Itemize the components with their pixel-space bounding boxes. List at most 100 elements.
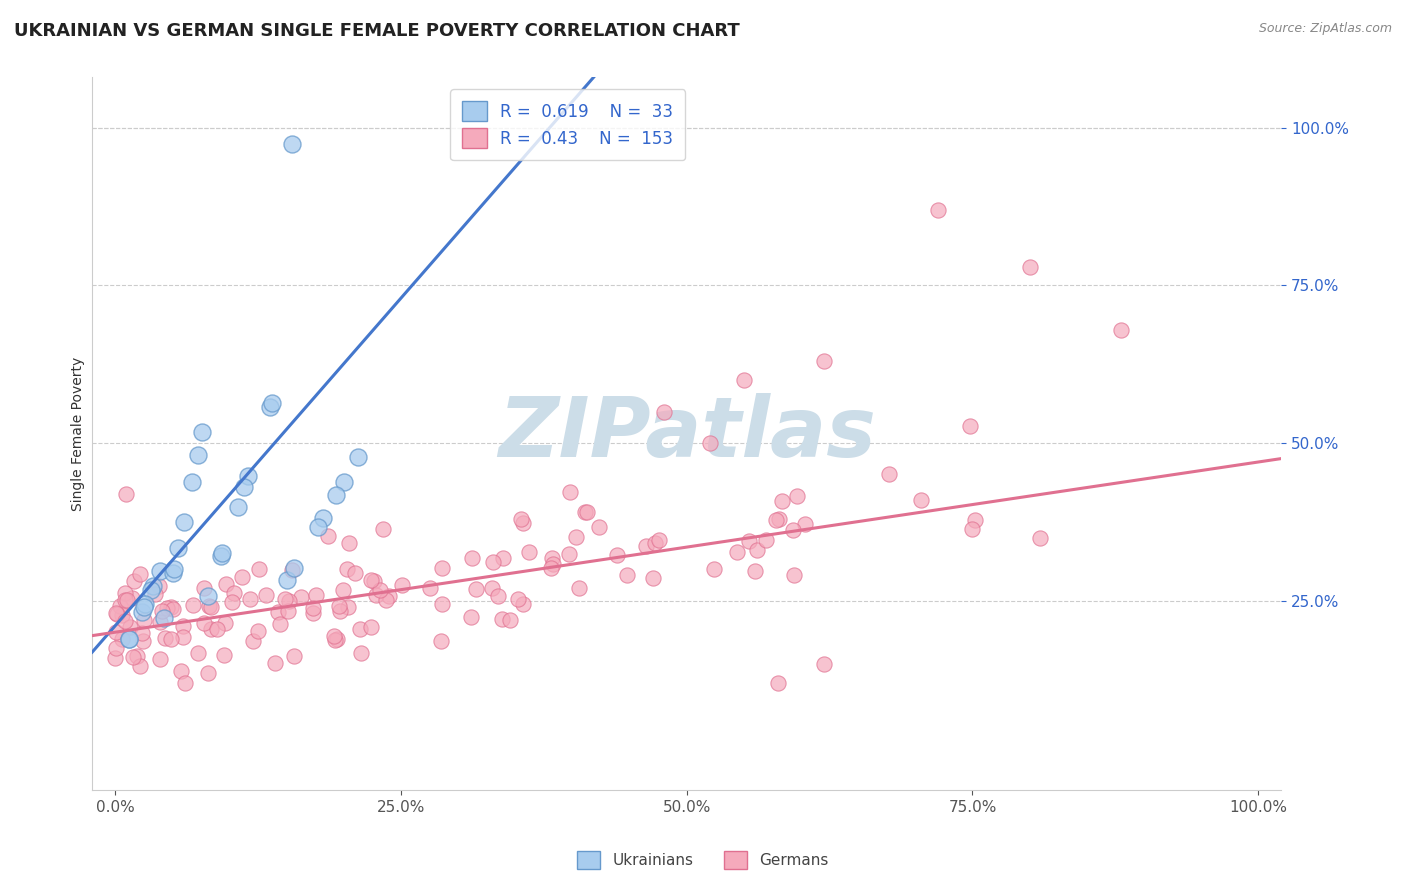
Point (325, 488, 347, 502)
Point (512, 597, 534, 611)
Point (134, 597, 156, 611)
Point (122, 574, 145, 588)
Point (215, 577, 238, 591)
Point (269, 616, 291, 631)
Point (363, 574, 385, 589)
Point (118, 632, 141, 647)
Point (132, 634, 155, 648)
Point (316, 529, 339, 543)
Point (127, 649, 149, 664)
Legend: R =  0.619    N =  33, R =  0.43    N =  153: R = 0.619 N = 33, R = 0.43 N = 153 (450, 89, 685, 160)
Point (160, 600, 183, 615)
Point (360, 573, 382, 587)
Point (233, 480, 256, 494)
Point (492, 551, 515, 566)
Point (568, 581, 591, 595)
Point (738, 533, 761, 548)
Point (765, 513, 787, 527)
Point (174, 675, 197, 690)
Point (1029, 531, 1052, 545)
Point (172, 618, 194, 632)
Point (249, 562, 271, 576)
Point (307, 520, 329, 534)
Point (1109, 323, 1132, 337)
Point (114, 586, 136, 600)
Point (122, 649, 145, 664)
Point (543, 558, 565, 572)
Point (104, 650, 127, 665)
Point (211, 546, 233, 560)
Point (198, 599, 221, 614)
Point (391, 577, 413, 591)
Point (226, 500, 249, 514)
Point (575, 505, 598, 519)
Point (745, 543, 768, 558)
Point (329, 604, 352, 618)
Point (486, 589, 509, 603)
Point (105, 624, 128, 639)
Point (167, 541, 190, 556)
Text: ZIPatlas: ZIPatlas (498, 393, 876, 475)
Point (191, 425, 214, 439)
Point (186, 448, 208, 462)
Point (236, 468, 259, 483)
Point (283, 561, 305, 575)
Point (111, 607, 134, 622)
Point (128, 566, 150, 581)
Point (336, 562, 359, 576)
Point (173, 515, 195, 529)
Point (813, 354, 835, 368)
Point (200, 622, 222, 636)
Point (558, 547, 581, 561)
Point (349, 622, 371, 636)
Point (464, 582, 486, 596)
Point (105, 607, 128, 622)
Point (510, 512, 533, 526)
Point (508, 592, 530, 607)
Point (461, 551, 484, 566)
Point (264, 657, 287, 671)
Point (160, 632, 183, 647)
Point (222, 585, 245, 599)
Point (755, 533, 778, 547)
Point (148, 579, 170, 593)
Point (239, 591, 262, 606)
Point (375, 593, 398, 607)
Point (118, 632, 141, 646)
Point (114, 615, 136, 629)
Point (540, 550, 562, 565)
Point (162, 566, 184, 580)
Point (214, 615, 236, 630)
Point (246, 624, 269, 638)
Point (142, 579, 165, 593)
Point (134, 613, 156, 627)
Point (652, 404, 675, 418)
Point (786, 489, 808, 503)
Point (143, 587, 166, 601)
Point (312, 511, 335, 525)
Point (283, 648, 305, 663)
Point (481, 581, 503, 595)
Point (491, 612, 513, 626)
Point (644, 535, 666, 549)
Point (115, 486, 138, 500)
Point (1018, 260, 1040, 274)
Legend: Ukrainians, Germans: Ukrainians, Germans (571, 845, 835, 875)
Point (564, 530, 586, 544)
Point (482, 555, 505, 569)
Point (368, 583, 391, 598)
Point (280, 563, 302, 577)
Point (588, 520, 610, 534)
Point (343, 566, 366, 580)
Point (302, 600, 325, 615)
Point (574, 505, 596, 519)
Point (634, 540, 657, 554)
Point (141, 583, 163, 598)
Point (963, 513, 986, 527)
Point (699, 436, 721, 450)
Point (115, 592, 138, 607)
Point (193, 616, 215, 631)
Point (205, 622, 228, 636)
Point (703, 562, 725, 576)
Point (540, 561, 562, 575)
